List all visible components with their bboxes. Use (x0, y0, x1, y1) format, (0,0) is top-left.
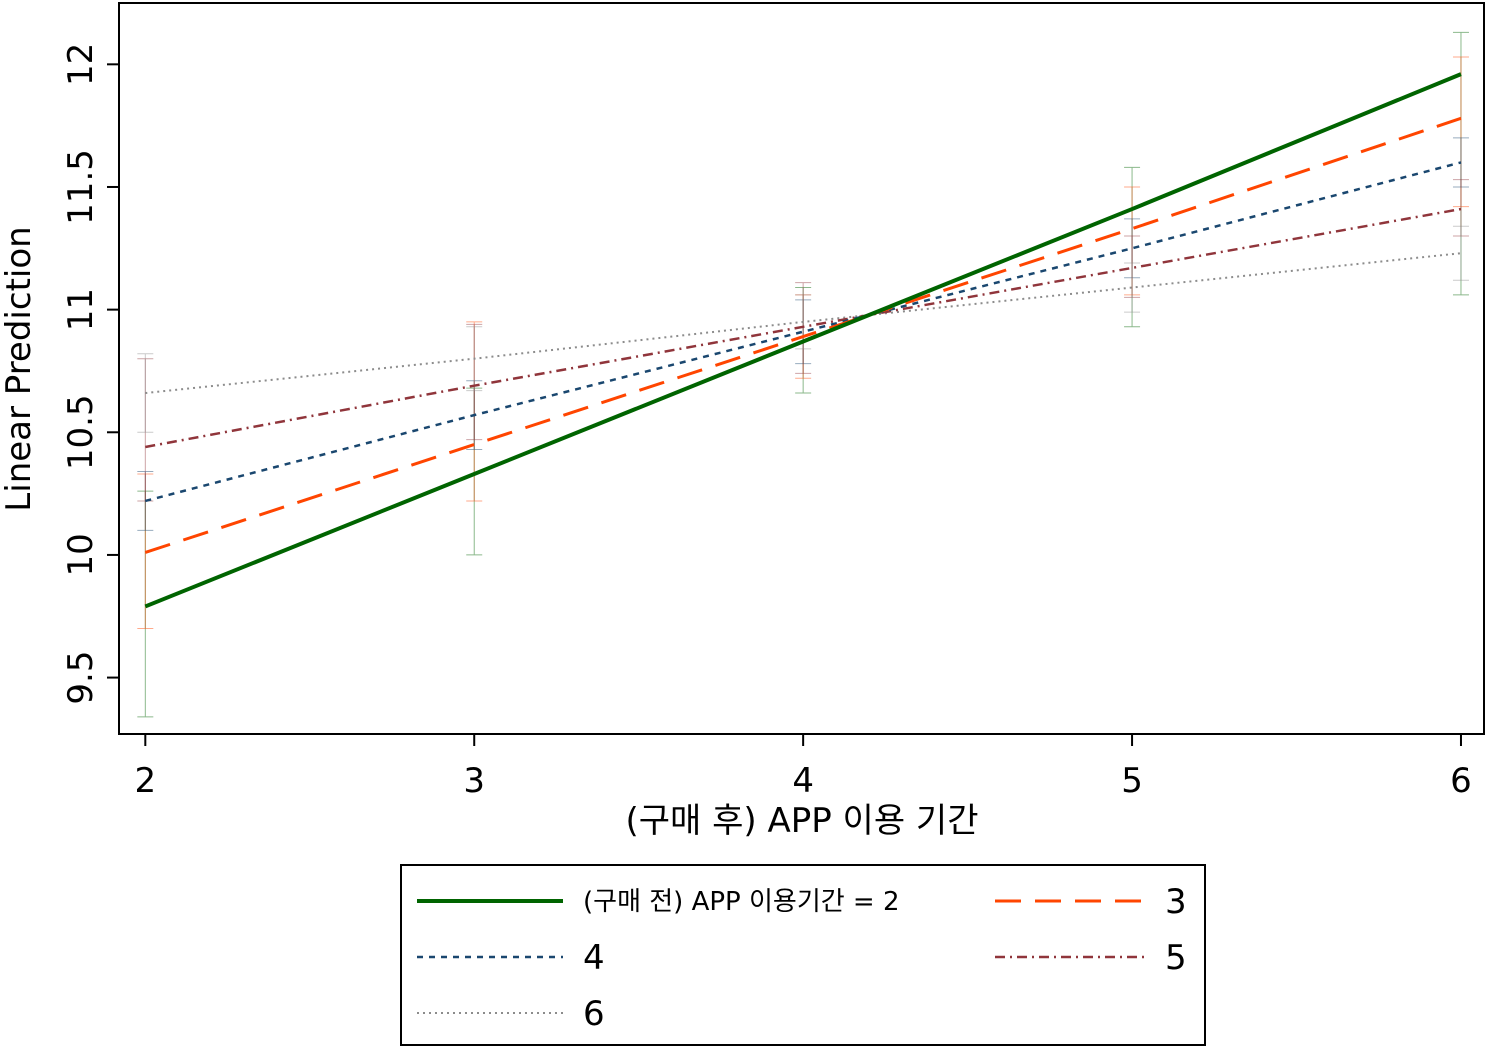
y-tick-label: 11 (61, 288, 101, 331)
ci-bar (137, 490, 154, 718)
x-tick-label: 5 (1121, 761, 1143, 801)
series-line-4 (145, 207, 1462, 449)
y-tick-label: 10 (61, 533, 101, 576)
legend-label: 6 (583, 994, 605, 1034)
ci-bar (1124, 218, 1141, 279)
y-tick-label: 12 (61, 43, 101, 86)
ci-bar (795, 299, 812, 365)
legend-item-1: (구매 전) APP 이용기간 = 2 (417, 887, 900, 917)
legend-label: 5 (1165, 938, 1187, 978)
series-line-1 (144, 72, 1462, 609)
ci-bar (1452, 56, 1469, 208)
ci-bar (466, 321, 483, 502)
series-line-5 (145, 252, 1462, 395)
legend-item-3: 4 (417, 938, 605, 978)
ci-bar (1452, 225, 1469, 281)
confidence-intervals (137, 31, 1469, 718)
ci-bar (1124, 166, 1141, 328)
legend-item-2: 3 (995, 882, 1187, 922)
series-line-3 (144, 161, 1462, 503)
x-tick-label: 2 (134, 761, 156, 801)
y-tick-label: 9.5 (61, 651, 101, 705)
legend-frame (400, 864, 1206, 1046)
x-tick-label: 6 (1450, 761, 1472, 801)
ci-bar (1452, 179, 1469, 237)
ci-bar (1124, 235, 1141, 298)
series-lines (144, 72, 1462, 609)
y-axis-title: Linear Prediction (0, 226, 39, 511)
legend: (구매 전) APP 이용기간 = 2 3 4 5 6 (400, 864, 1206, 1046)
legend-label: 3 (1165, 882, 1187, 922)
plot-frame (118, 2, 1485, 735)
legend-label: (구매 전) APP 이용기간 = 2 (583, 887, 900, 917)
y-tick-label: 10.5 (61, 394, 101, 470)
y-tick-label: 11.5 (61, 149, 101, 225)
x-axis: 2 3 4 5 6 (134, 734, 1472, 801)
x-tick-label: 4 (792, 761, 814, 801)
x-tick-label: 3 (463, 761, 485, 801)
x-axis-title: (구매 후) APP 이용 기간 (626, 801, 979, 841)
ci-bar (1124, 186, 1141, 296)
ci-bar (137, 471, 154, 531)
ci-bar (466, 323, 483, 441)
series-line-2 (144, 116, 1462, 554)
legend-item-4: 5 (995, 938, 1187, 978)
legend-label: 4 (583, 938, 605, 978)
ci-bar (1124, 262, 1141, 313)
legend-item-5: 6 (417, 994, 605, 1034)
y-axis: 9.5 10 10.5 11 11.5 12 (61, 43, 119, 705)
